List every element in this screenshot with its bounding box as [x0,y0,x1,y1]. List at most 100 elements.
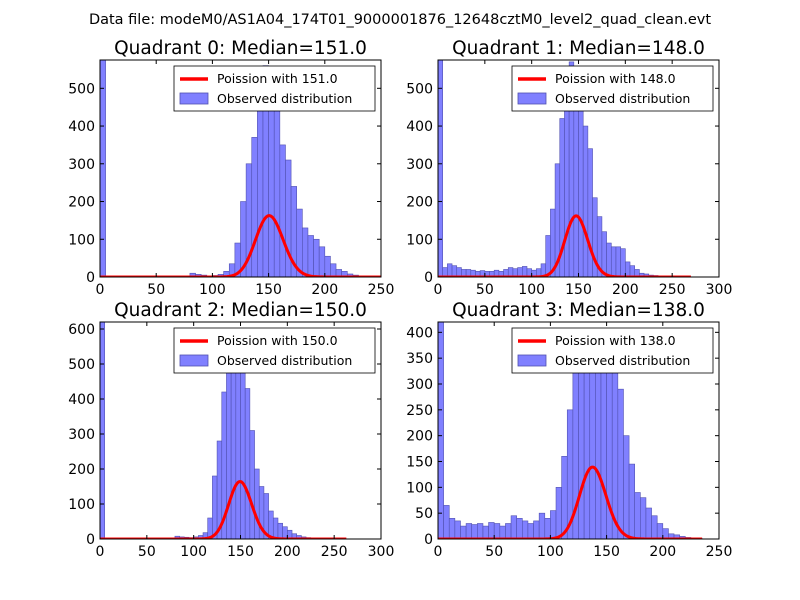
x-tick-label: 100 [180,544,207,560]
legend-label-fit: Poission with 151.0 [217,71,338,86]
histogram-bar [516,518,523,539]
y-tick-label: 300 [406,377,433,393]
axes-frame [437,321,720,540]
histogram-bar [634,492,641,539]
histogram-bar [662,528,669,539]
y-tick-label: 500 [68,357,95,373]
histogram-bar [578,99,584,277]
histogram-bar [100,322,105,539]
histogram-bar [282,526,288,539]
histogram-bar [606,242,612,277]
histogram-bar [640,497,647,539]
poisson-fit-line [100,214,381,277]
histogram-bar [454,520,461,539]
legend-label-observed: Observed distribution [555,91,690,106]
x-tick-label: 100 [518,282,545,298]
poisson-fit-line [100,480,347,539]
legend: Poission with 138.0 Observed distribution [511,327,714,374]
legend-bar-swatch [517,354,547,367]
histogram-bar [561,456,568,539]
histogram-bar [254,468,260,539]
subplot-quadrant-1: 0 50 100 150 200 250 300 0 100 200 300 400 500 Quadra… [406,38,732,298]
histogram-bar [277,522,283,539]
x-tick-label: 150 [227,544,254,560]
histogram-bar [538,512,546,539]
x-tick-label: 150 [593,544,620,560]
histogram-bar [510,515,517,539]
x-tick-label: 250 [659,282,686,298]
y-tick-label: 200 [68,462,95,478]
legend: Poission with 150.0 Observed distribution [173,327,376,374]
legend-label-fit: Poission with 138.0 [555,333,676,348]
x-tick-label: 250 [368,282,395,298]
y-tick-label: 600 [68,322,95,338]
histogram-bar [443,505,450,539]
histogram-bar [493,523,501,539]
histogram-bar [451,265,458,277]
subplot-title: Quadrant 1: Median=148.0 [452,38,705,59]
histogram-bar [550,510,557,539]
x-tick-label: 200 [274,544,301,560]
histogram-bar [499,525,506,539]
histogram-bar [279,144,286,277]
histogram-bar [645,507,652,539]
histogram-bar [505,523,512,539]
histogram-bar [257,99,264,277]
x-tick-label: 0 [96,544,105,560]
histogram-bars [100,322,330,539]
x-tick-label: 50 [476,282,494,298]
histogram-bar [272,517,279,539]
y-tick-label: 50 [415,506,433,522]
histogram-bar [651,515,658,539]
legend-label-observed: Observed distribution [555,353,690,368]
legend-label-fit: Poission with 150.0 [217,333,338,348]
poisson-fit-line [438,465,703,539]
histogram-bar [318,246,326,277]
x-tick-label: 250 [321,544,348,560]
y-tick-label: 150 [406,455,433,471]
poisson-fit-line [438,214,692,277]
histogram-bar [527,523,534,539]
x-tick-label: 150 [255,282,282,298]
histogram-bar [477,523,484,539]
histogram-bar [555,487,562,539]
x-tick-label: 300 [368,544,395,560]
legend-label-observed: Observed distribution [217,353,352,368]
x-tick-label: 100 [199,282,226,298]
y-tick-label: 200 [406,429,433,445]
histogram-bar [448,518,456,539]
legend-bar-swatch [179,92,209,105]
histogram-bar [629,265,635,277]
histogram-bar [324,255,331,277]
histogram-bar [595,347,602,539]
histogram-bar [482,525,489,539]
histogram-bar [544,518,551,539]
x-tick-label: 200 [649,544,676,560]
x-tick-label: 200 [612,282,639,298]
histogram-bar [623,435,630,539]
y-tick-label: 0 [86,270,95,286]
histogram-bar [244,388,251,539]
histogram-bar [628,463,636,539]
legend-bar-swatch [179,354,209,367]
histogram-bar [240,363,246,539]
subplot-quadrant-3: 0 50 100 150 200 250 0 50 100 150 200 250 300 350 400 Q… [406,300,732,560]
x-tick-label: 0 [434,282,443,298]
y-tick-label: 200 [406,195,433,211]
histogram-bar [212,475,218,539]
histogram-bar [533,520,540,539]
y-tick-label: 200 [68,195,95,211]
subplot-title: Quadrant 3: Median=138.0 [452,300,705,321]
histogram-bar [582,125,589,277]
histogram-bar [617,388,624,539]
fit-curve-group [438,214,692,277]
histogram-bar [615,246,621,277]
histogram-bar [438,60,443,277]
subplot-title: Quadrant 2: Median=150.0 [114,300,367,321]
y-tick-label: 0 [86,532,95,548]
y-tick-label: 400 [68,392,95,408]
figure-suptitle: Data file: modeM0/AS1A04_174T01_90000018… [89,12,711,28]
histogram-bar [251,137,258,277]
histogram-bar [521,520,529,539]
